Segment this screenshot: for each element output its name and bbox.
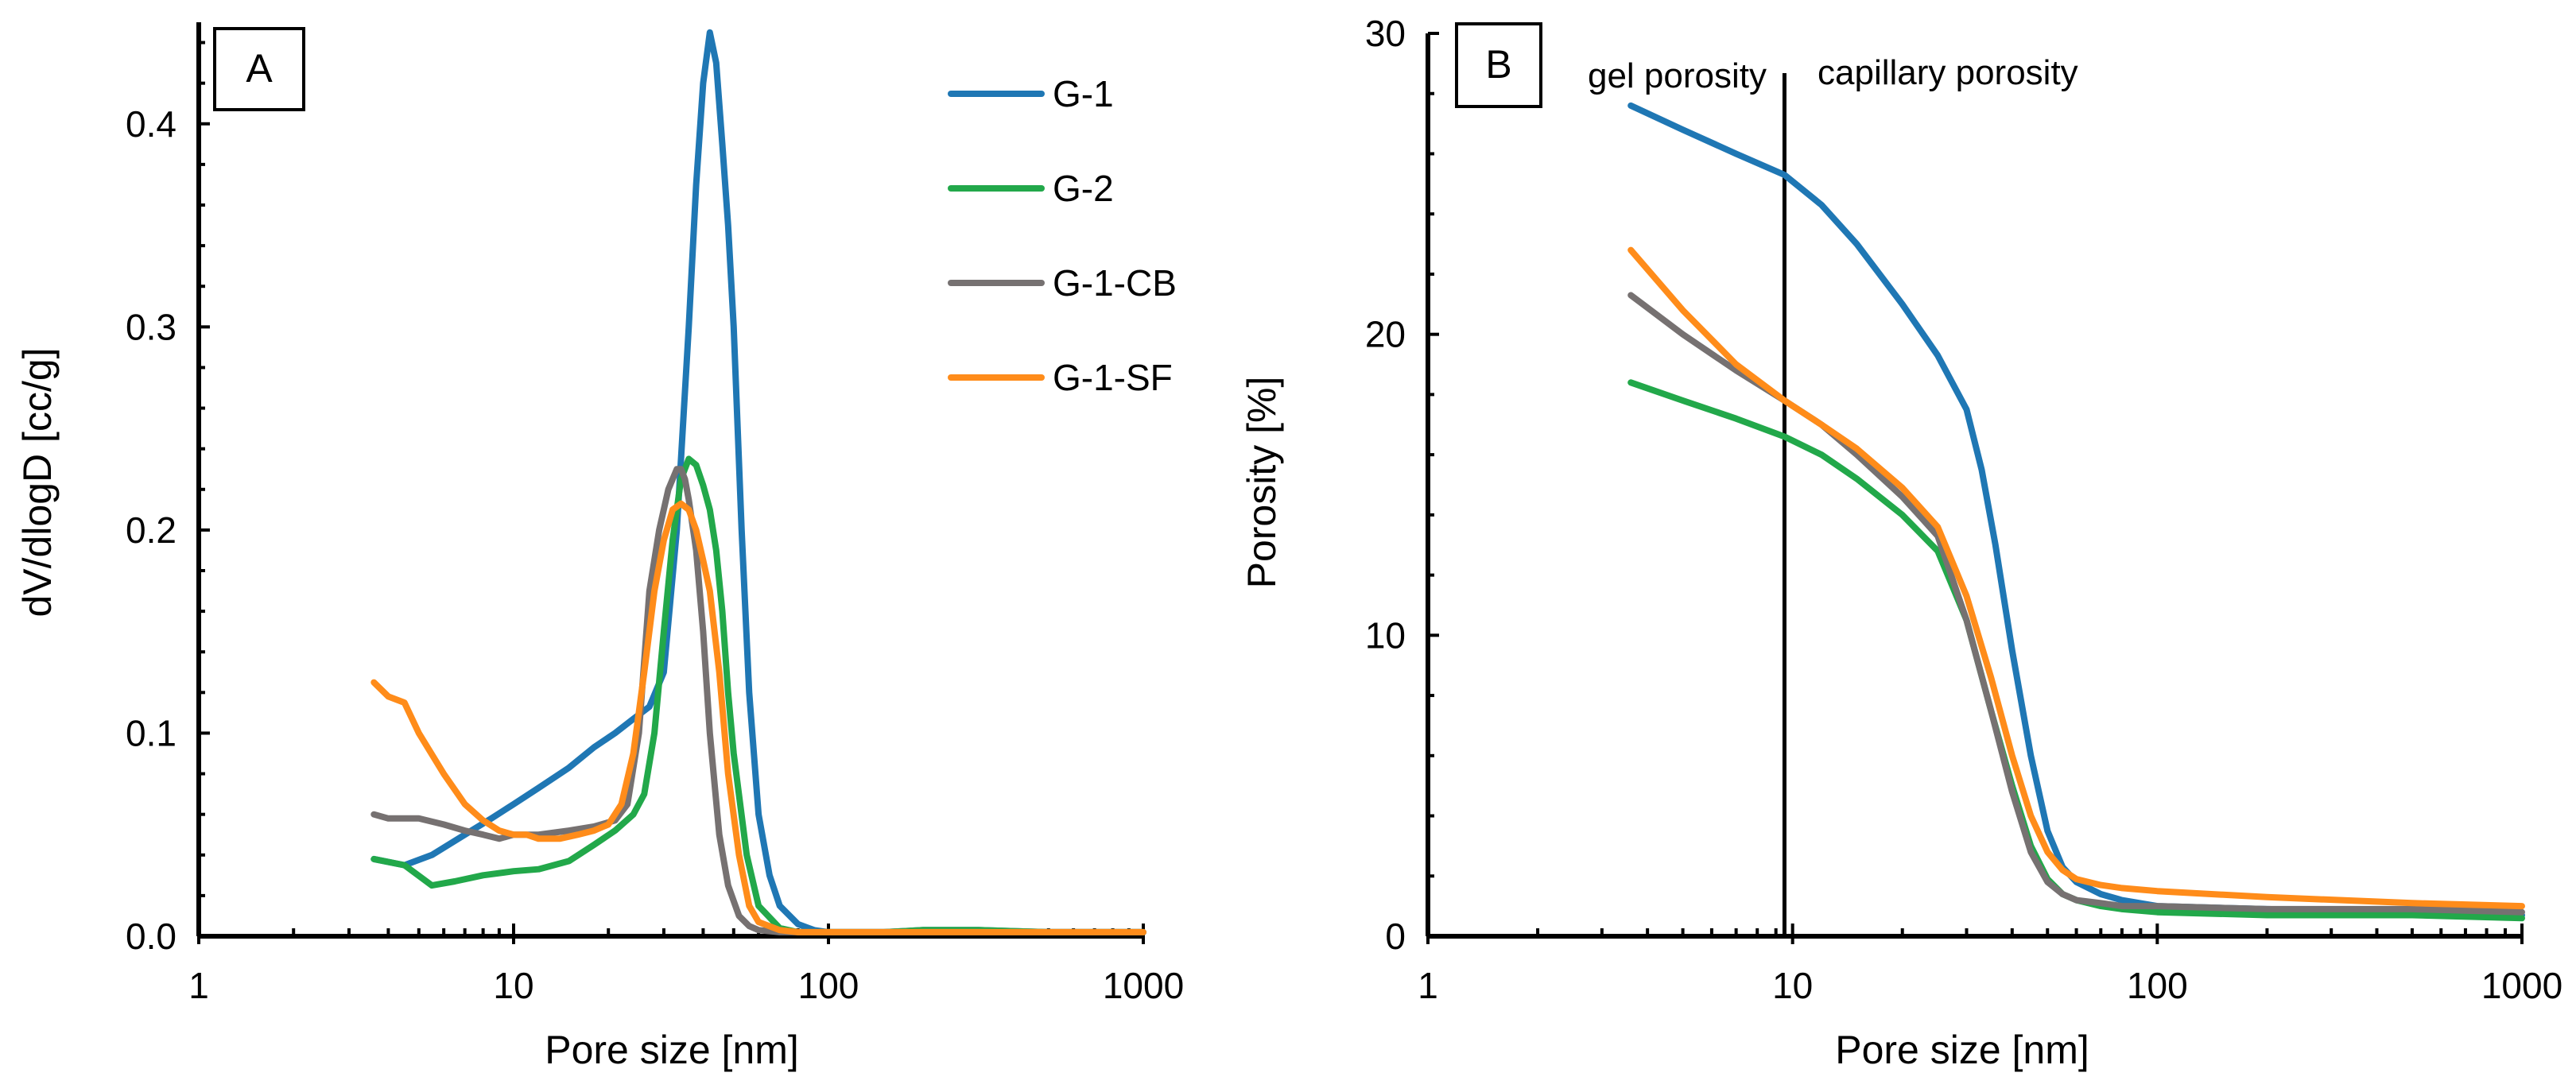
- panel-b-letter: B: [1485, 42, 1511, 87]
- panel-a-y-tick-label: 0.2: [126, 509, 177, 551]
- panel-b-y-axis-title: Porosity [%]: [1240, 377, 1284, 589]
- legend-label-g-2: G-2: [1053, 168, 1114, 209]
- capillary-porosity-label: capillary porosity: [1818, 53, 2078, 92]
- panel-a-x-tick-label: 10: [493, 965, 533, 1006]
- panel-b-y-tick-label: 10: [1365, 614, 1406, 656]
- panel-a-x-tick-label: 1: [188, 965, 209, 1006]
- panel-a-y-axis-title: dV/dlogD [cc/g]: [15, 347, 60, 617]
- panel-a-x-tick-label: 100: [798, 965, 859, 1006]
- panel-a-plot: 1 10 100 1000 0.0 0.1 0.2 0.3 0.4: [126, 22, 1184, 1006]
- panel-b-x-tick-label: 100: [2127, 965, 2188, 1006]
- panel-a-y-tick-label: 0.3: [126, 306, 177, 347]
- panel-a-series-g-1-cb: [370, 466, 1146, 935]
- panel-a-letter: A: [246, 46, 273, 91]
- panel-a-series-g-1-sf: [370, 500, 1146, 935]
- panel-a-y-tick-label: 0.1: [126, 712, 177, 753]
- panel-a-legend: G-1 G-2 G-1-CB G-1-SF: [948, 73, 1177, 398]
- panel-b-x-tick-label: 1000: [2481, 965, 2562, 1006]
- panel-b-series-g-2: [1627, 379, 2525, 922]
- legend-label-g-1-sf: G-1-SF: [1053, 357, 1173, 398]
- panel-b-plot: 1 10 100 1000 0 10 20 30: [1365, 13, 2562, 1006]
- panel-a-y-tick-label: 0.0: [126, 916, 177, 957]
- panel-a-x-axis-title: Pore size [nm]: [545, 1028, 799, 1072]
- panel-a-letter-box: [213, 27, 305, 111]
- panel-a-x-tick-label: 1000: [1103, 965, 1184, 1006]
- panel-b-x-tick-label: 10: [1772, 965, 1813, 1006]
- panel-b-x-tick-label: 1: [1418, 965, 1438, 1006]
- panel-a-series-g-2: [370, 455, 1146, 935]
- panel-a-series-g-1: [370, 29, 1146, 935]
- panel-b-series-g-1: [1627, 102, 2525, 919]
- panel-a: A 1 10 100 1000 0.0 0.1 0.2 0.3 0.4 Pore size [n…: [15, 22, 1184, 1072]
- panel-b-y-tick-label: 0: [1385, 916, 1406, 957]
- panel-b: 1 10 100 1000 0 10 20 30 B gel porosity capilla…: [1240, 13, 2562, 1072]
- panel-b-y-tick-label: 30: [1365, 13, 1406, 54]
- legend-label-g-1: G-1: [1053, 73, 1114, 114]
- panel-b-series-g-1-sf: [1627, 246, 2525, 910]
- panel-b-letter-box: [1455, 22, 1542, 108]
- panel-a-y-tick-label: 0.4: [126, 103, 177, 145]
- panel-b-y-tick-label: 20: [1365, 314, 1406, 355]
- panel-b-x-axis-title: Pore size [nm]: [1835, 1028, 2089, 1072]
- legend-label-g-1-cb: G-1-CB: [1053, 262, 1177, 304]
- gel-porosity-label: gel porosity: [1588, 56, 1767, 95]
